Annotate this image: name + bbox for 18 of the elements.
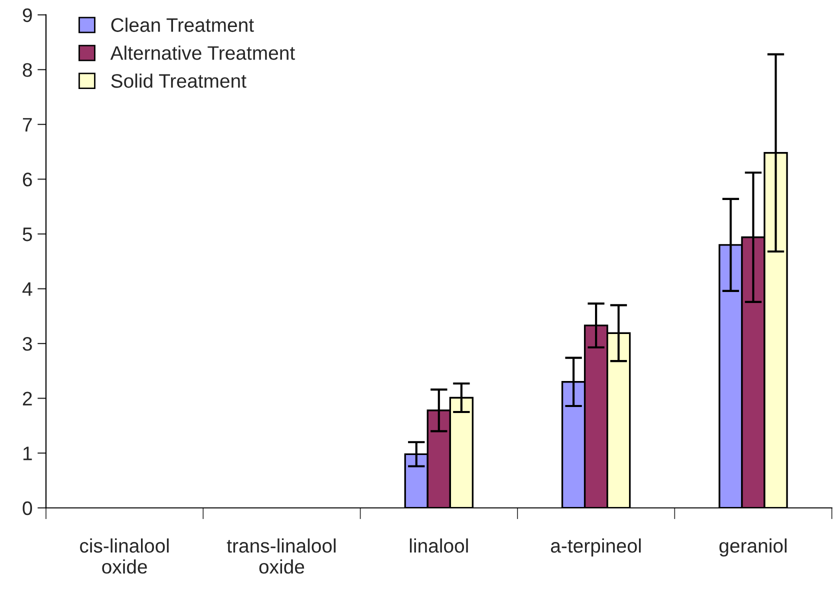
legend-label: Alternative Treatment (110, 46, 295, 60)
y-tick-label: 1 (23, 446, 32, 460)
y-tick-label: 6 (22, 172, 32, 186)
legend-label: Solid Treatment (111, 74, 246, 88)
y-tick-label: 8 (22, 63, 32, 77)
y-tick-label: 2 (22, 392, 32, 406)
y-tick-label: 5 (22, 228, 32, 242)
legend-label: Clean Treatment (111, 18, 254, 32)
y-tick-label: 4 (22, 282, 32, 296)
y-tick-label: 7 (22, 118, 32, 132)
x-tick-label: linalool (410, 538, 468, 553)
x-tick-label: trans-linalool oxide (226, 538, 336, 574)
y-tick-label: 3 (22, 337, 32, 351)
y-tick-label: 0 (22, 501, 32, 516)
y-tick-label: 9 (22, 8, 32, 22)
x-tick-label: geraniol (719, 538, 787, 557)
x-tick-label: a-terpineol (550, 538, 641, 557)
x-tick-label: cis-linalool oxide (80, 538, 169, 574)
